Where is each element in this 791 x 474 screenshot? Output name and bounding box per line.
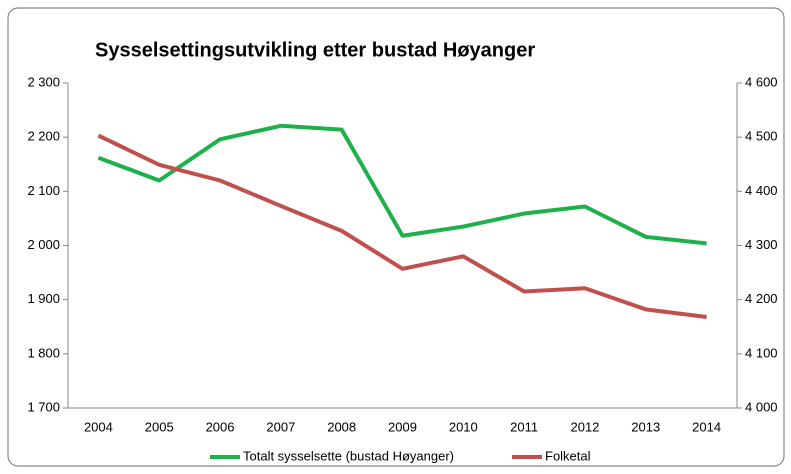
y2-tick-label: 4 200 xyxy=(745,291,778,306)
y-tick-label: 1 900 xyxy=(27,291,60,306)
y-tick-label: 2 200 xyxy=(27,129,60,144)
x-tick-label: 2010 xyxy=(449,419,478,434)
legend-label: Totalt sysselsette (bustad Høyanger) xyxy=(243,448,454,463)
y2-tick-label: 4 400 xyxy=(745,183,778,198)
chart-title: Sysselsettingsutvikling etter bustad Høy… xyxy=(95,39,535,61)
y-tick-label: 1 700 xyxy=(27,399,60,414)
y-tick-label: 1 800 xyxy=(27,345,60,360)
x-tick-label: 2005 xyxy=(145,419,174,434)
y-tick-label: 2 100 xyxy=(27,183,60,198)
x-tick-label: 2014 xyxy=(692,419,721,434)
x-tick-label: 2012 xyxy=(570,419,599,434)
y2-tick-label: 4 500 xyxy=(745,129,778,144)
y2-tick-label: 4 100 xyxy=(745,345,778,360)
series-line xyxy=(97,133,707,319)
series-line xyxy=(97,123,707,246)
x-tick-label: 2011 xyxy=(510,419,538,434)
y-tick-label: 2 300 xyxy=(27,74,60,89)
y-tick-label: 2 000 xyxy=(27,237,60,252)
y2-tick-label: 4 000 xyxy=(745,399,778,414)
y2-tick-label: 4 300 xyxy=(745,237,778,252)
x-tick-label: 2008 xyxy=(327,419,356,434)
x-tick-label: 2013 xyxy=(631,419,660,434)
legend-label: Folketal xyxy=(545,448,591,463)
chart-frame xyxy=(7,7,785,467)
x-tick-label: 2009 xyxy=(388,419,417,434)
x-tick-label: 2007 xyxy=(266,419,295,434)
x-tick-label: 2006 xyxy=(206,419,235,434)
x-tick-label: 2004 xyxy=(84,419,113,434)
y2-tick-label: 4 600 xyxy=(745,74,778,89)
